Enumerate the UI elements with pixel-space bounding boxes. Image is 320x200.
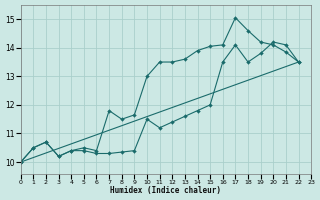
X-axis label: Humidex (Indice chaleur): Humidex (Indice chaleur) [110,186,221,195]
